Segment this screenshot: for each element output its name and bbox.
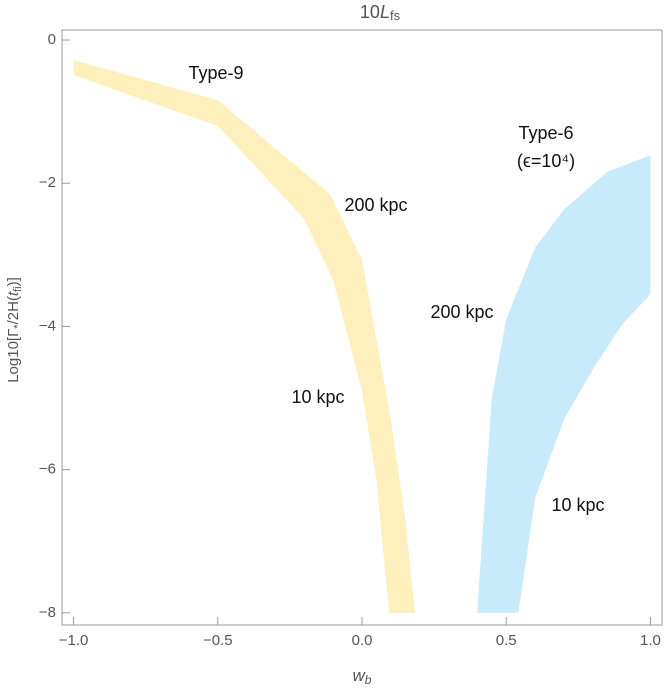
y-tick-label: −6 [39,461,56,478]
x-tick-label: 1.0 [640,632,661,649]
annotation: 200 kpc [430,302,493,322]
y-label-part: * [12,324,24,329]
x-tick-label: 0.0 [352,632,373,649]
y-tick-label: −4 [39,317,56,334]
title-part: fs [390,8,401,23]
y-axis-label: Log10[Γ*/2H(tfi)] [5,277,24,383]
x-tick-label: 0.5 [496,632,517,649]
x-tick-label: −1.0 [59,632,89,649]
x-tick-label: −0.5 [203,632,233,649]
y-tick-label: −2 [39,174,56,191]
x-label-part: b [365,673,372,687]
y-label-part: /2H( [5,296,22,324]
y-tick-label: −8 [39,604,56,621]
chart-title: 10Lfs [360,2,401,24]
band-region [477,155,651,613]
title-part: L [380,2,390,22]
annotation: (ϵ=10⁴) [517,151,575,171]
title-part: 10 [360,2,380,22]
y-label-part: )] [5,277,22,286]
annotation: 10 kpc [291,387,344,407]
y-label-part: Log10[Γ [5,329,22,383]
annotation: Type-6 [518,123,573,143]
x-axis-label: wb [353,666,372,687]
y-tick-label: 0 [48,31,56,48]
annotation: 10 kpc [551,495,604,515]
annotation: Type-9 [188,63,243,83]
annotation: 200 kpc [344,195,407,215]
band-region [73,60,416,613]
x-label-part: w [353,666,367,685]
y-label-part: t [5,291,22,296]
y-label-part: fi [12,286,24,292]
